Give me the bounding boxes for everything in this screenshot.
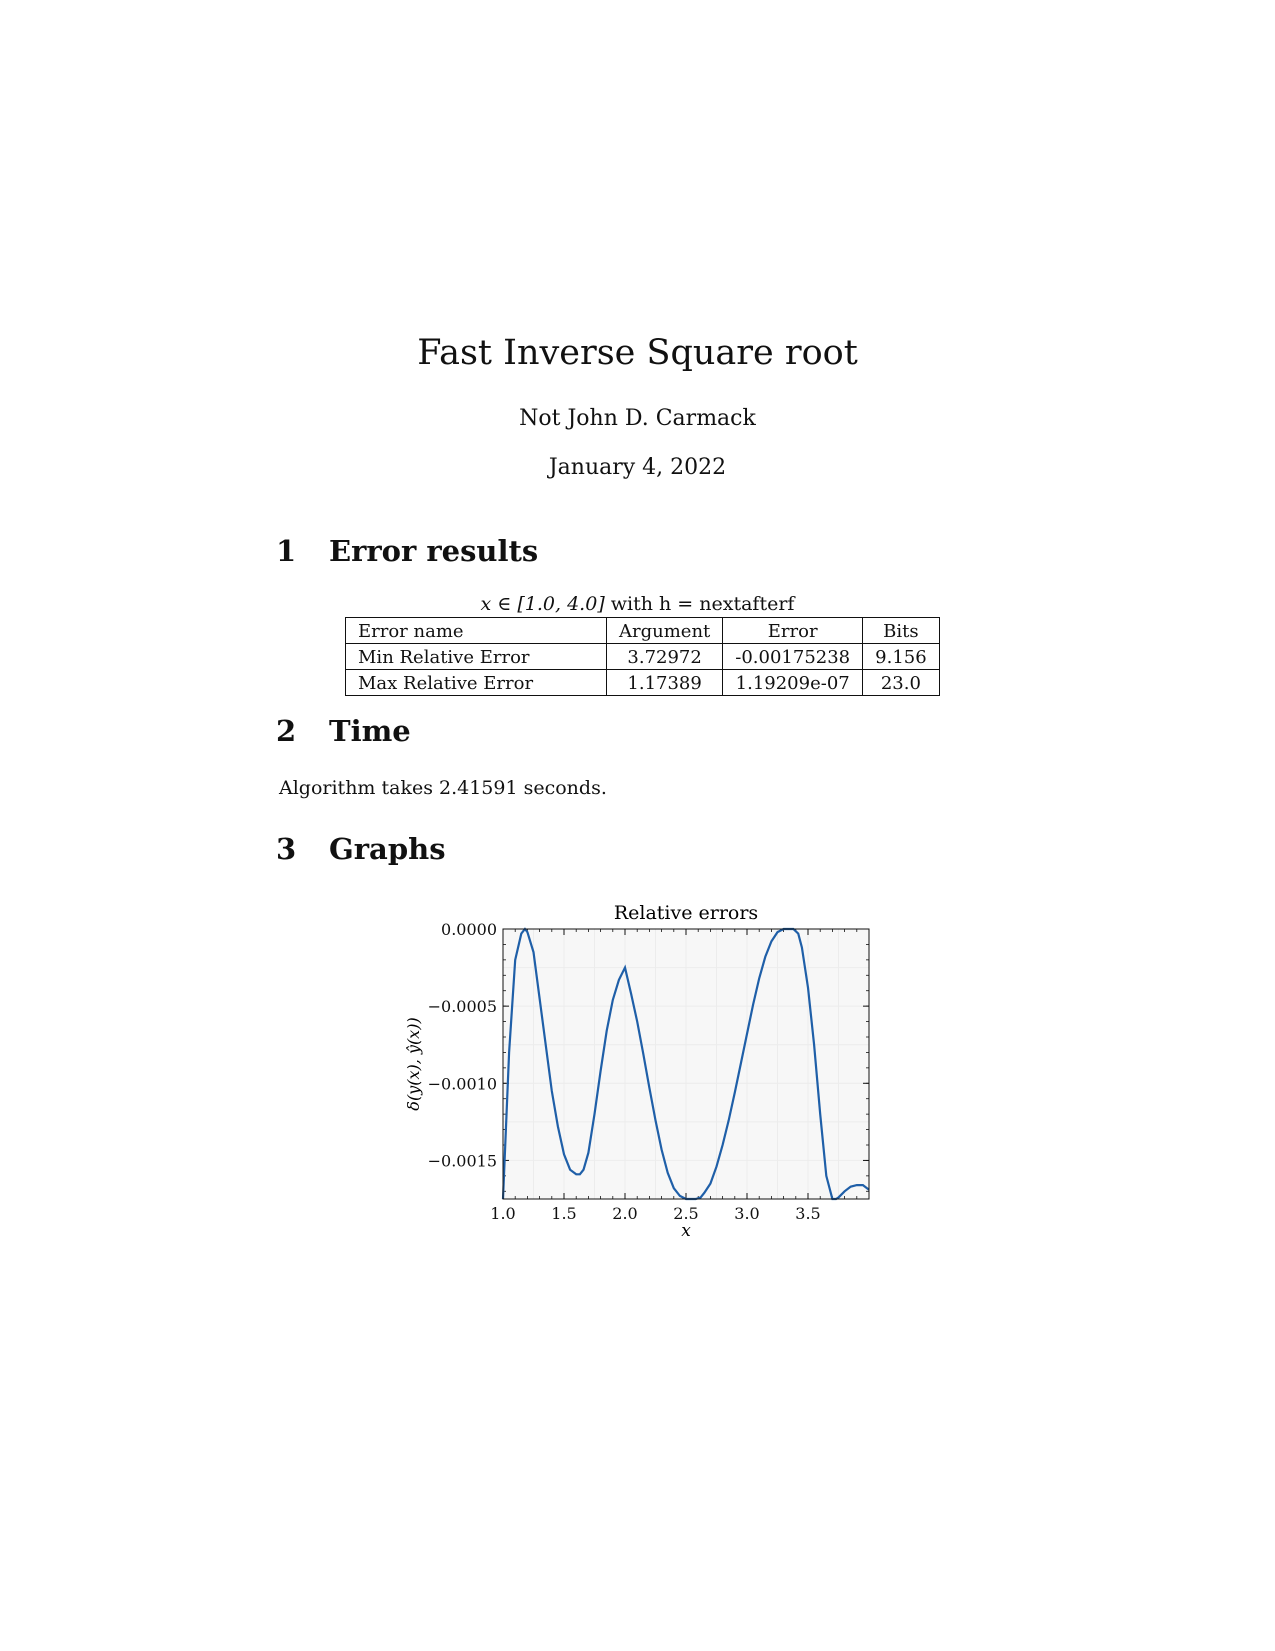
table-cell: 3.72972 <box>605 643 724 670</box>
column-header: Argument <box>605 617 724 644</box>
y-tick-label: −0.0010 <box>428 1074 497 1093</box>
section-title: Graphs <box>329 832 446 866</box>
table-cell: 9.156 <box>862 643 940 670</box>
date: January 4, 2022 <box>548 455 727 480</box>
table-cell: 23.0 <box>862 669 940 696</box>
table-cell: 1.19209e-07 <box>722 669 864 696</box>
y-axis-label: δ(y(x), ŷ(x)) <box>404 1017 423 1110</box>
y-tick-label: −0.0005 <box>428 997 497 1016</box>
plot-frame <box>502 928 870 1200</box>
column-header: Error <box>722 617 864 644</box>
table-cell: 1.17389 <box>605 669 724 696</box>
x-tick-label: 1.0 <box>490 1204 515 1223</box>
author: Not John D. Carmack <box>519 406 756 431</box>
table-caption: x ∈ [1.0, 4.0] with h = nextafterf <box>0 593 1275 615</box>
column-header: Error name <box>345 617 607 644</box>
section-title: Time <box>329 714 411 748</box>
table-cell: -0.00175238 <box>722 643 864 670</box>
table-row: Min Relative Error 3.72972 -0.00175238 9… <box>345 643 940 670</box>
paper-title: Fast Inverse Square root <box>417 333 858 373</box>
x-axis-label: x <box>681 1221 691 1240</box>
x-tick-label: 2.0 <box>612 1204 637 1223</box>
time-paragraph: Algorithm takes 2.41591 seconds. <box>279 777 607 799</box>
table-header-row: Error name Argument Error Bits <box>345 617 940 644</box>
section-number: 3 <box>276 832 297 866</box>
x-tick-label: 2.5 <box>673 1204 698 1223</box>
table-row: Max Relative Error 1.17389 1.19209e-07 2… <box>345 669 940 696</box>
x-tick-label: 3.0 <box>734 1204 759 1223</box>
chart-title: Relative errors <box>614 902 758 924</box>
axis-ticks: 1.0 1.5 2.0 2.5 3.0 3.5 0.0000 −0.0005 −0.0010 −0… <box>428 920 870 1223</box>
table-cell: Max Relative Error <box>345 669 607 696</box>
error-results-table: Error name Argument Error Bits Min Relat… <box>345 617 940 696</box>
section-heading-graphs: 3 Graphs <box>276 832 446 866</box>
relative-errors-chart: 1.0 1.5 2.0 2.5 3.0 3.5 0.0000 −0.0005 −0.0010 −0… <box>404 902 870 1241</box>
relative-errors-figure: 1.0 1.5 2.0 2.5 3.0 3.5 0.0000 −0.0005 −0.0010 −0… <box>400 890 880 1244</box>
column-header: Bits <box>862 617 940 644</box>
caption-math: x ∈ [1.0, 4.0] <box>480 593 605 615</box>
grid <box>502 928 870 1200</box>
caption-text: with h = nextafterf <box>604 593 795 615</box>
x-tick-label: 3.5 <box>795 1204 820 1223</box>
table-cell: Min Relative Error <box>345 643 607 670</box>
x-tick-label: 1.5 <box>551 1204 576 1223</box>
section-number: 2 <box>276 714 297 748</box>
section-number: 1 <box>276 534 297 568</box>
y-tick-label: −0.0015 <box>428 1151 497 1170</box>
y-tick-label: 0.0000 <box>441 920 497 939</box>
section-heading-error-results: 1 Error results <box>276 534 538 568</box>
section-title: Error results <box>329 534 539 568</box>
section-heading-time: 2 Time <box>276 714 411 748</box>
